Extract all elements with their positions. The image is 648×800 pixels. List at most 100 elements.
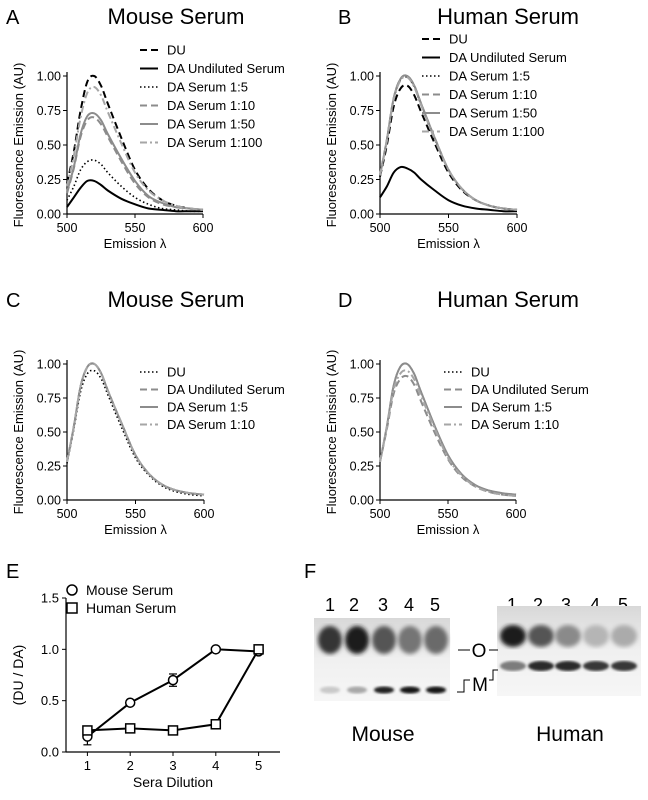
legend-label-du: DU — [167, 43, 186, 58]
gel-mouse-upper-band-1 — [318, 626, 342, 654]
panel-letter-e: E — [6, 561, 19, 583]
legend-marker-human-serum — [66, 602, 78, 614]
series-line-human-serum — [87, 648, 260, 732]
gel-mouse-lane-5: 5 — [430, 595, 440, 615]
gel-mouse-lower-band-5 — [426, 686, 446, 694]
y-tick-label: 0.50 — [350, 426, 374, 440]
x-tick-label: 5 — [255, 758, 262, 773]
x-tick-label: 1 — [84, 758, 91, 773]
series-line-du — [379, 84, 518, 211]
y-axis-title: Fluorescence Emission (AU) — [11, 350, 26, 515]
monomer-band-label: M — [472, 675, 488, 696]
series-line-da-serum-1-10 — [66, 362, 205, 496]
legend-label-da-serum-1-10: DA Serum 1:10 — [167, 417, 255, 432]
y-tick-label: 0.00 — [37, 494, 61, 508]
gel-human-upper-band-4 — [583, 625, 609, 647]
series-line-da-serum-1-10 — [379, 369, 517, 497]
data-point-human-serum — [167, 725, 179, 736]
y-tick-label: 0.50 — [37, 139, 61, 153]
legend-label-da-serum-1-10: DA Serum 1:10 — [449, 87, 537, 102]
panel-letter-c: C — [6, 290, 20, 312]
gel-mouse-upper-band-3 — [372, 626, 396, 654]
data-point-human-serum — [253, 644, 264, 655]
panel-letter-f: F — [304, 561, 316, 583]
legend-label-da-serum-1-50: DA Serum 1:50 — [167, 117, 255, 132]
y-tick-label: 1.00 — [37, 358, 61, 372]
gel-human-upper-band-5 — [611, 625, 637, 647]
gel-mouse-upper-band-2 — [345, 626, 369, 654]
data-point-human-serum — [124, 723, 136, 734]
x-tick-label: 600 — [193, 221, 214, 235]
y-tick-label: 0.00 — [37, 208, 61, 222]
x-tick-label: 600 — [507, 221, 528, 235]
gel-human-upper-band-2 — [528, 625, 554, 647]
gel-mouse-lane-4: 4 — [404, 595, 414, 615]
x-tick-label: 4 — [212, 758, 219, 773]
gel-human-caption: Human — [536, 723, 604, 746]
series-line-da-serum-1-50 — [66, 111, 204, 211]
gel-human-background — [497, 606, 641, 696]
x-tick-label: 500 — [57, 221, 78, 235]
y-tick-label: 0.75 — [350, 104, 374, 118]
gel-mouse-upper-band-4 — [398, 626, 422, 654]
data-point-human-serum — [210, 719, 222, 730]
y-tick-label: 0.25 — [37, 460, 61, 474]
y-axis-title: (DU / DA) — [10, 645, 26, 706]
gel-human-upper-band-3 — [555, 625, 581, 647]
data-point-human-serum — [82, 725, 93, 736]
legend-label-da-undiluted-serum: DA Undiluted Serum — [167, 61, 285, 76]
y-tick-label: 0.5 — [41, 693, 59, 708]
legend-label-da-serum-1-50: DA Serum 1:50 — [449, 106, 537, 121]
gel-mouse-lane-3: 3 — [378, 595, 388, 615]
legend-label-da-serum-1-5: DA Serum 1:5 — [449, 69, 530, 84]
x-tick-label: 550 — [438, 221, 459, 235]
chart-e: 0.0 0.5 1.0 1.5 1 2 3 4 5 Sera Dilution (DU / DA) M… — [10, 582, 280, 790]
legend-label-da-undiluted-serum: DA Undiluted Serum — [471, 382, 589, 397]
y-tick-label: 0.50 — [350, 139, 374, 153]
panel-title-b: Human Serum — [437, 4, 579, 29]
gel-human-lane-3: 3 — [561, 595, 571, 615]
legend-label-mouse-serum: Mouse Serum — [86, 582, 173, 598]
legend-label-da-undiluted-serum: DA Undiluted Serum — [167, 382, 285, 397]
x-axis-title: Emission λ — [417, 236, 480, 251]
monomer-marker-right — [489, 669, 498, 681]
legend-label-du: DU — [167, 365, 186, 380]
gel-human-lane-4: 4 — [590, 595, 600, 615]
legend-label-du: DU — [449, 32, 468, 47]
panel-title-d: Human Serum — [437, 287, 579, 312]
series-line-da-serum-1-100 — [66, 85, 204, 211]
y-tick-label: 0.50 — [37, 426, 61, 440]
legend-label-da-serum-1-10: DA Serum 1:10 — [167, 98, 255, 113]
y-axis-title: Fluorescence Emission (AU) — [324, 63, 339, 228]
gel-human-lower-band-4 — [583, 661, 609, 671]
y-tick-label: 1.00 — [350, 70, 374, 84]
gel-panel-f: 1 2 3 4 5 1 2 3 4 5 O M Mouse Human — [314, 595, 641, 746]
legend-label-da-serum-1-5: DA Serum 1:5 — [167, 400, 248, 415]
series-line-da-serum-1-5 — [379, 362, 517, 496]
panel-letter-a: A — [6, 7, 20, 29]
gel-human-upper-band-1 — [500, 625, 526, 647]
legend-label-da-serum-1-100: DA Serum 1:100 — [167, 135, 262, 150]
gel-mouse-lane-1: 1 — [325, 595, 335, 615]
x-tick-label: 600 — [194, 507, 215, 521]
x-tick-label: 3 — [169, 758, 176, 773]
gel-human-lower-band-2 — [528, 661, 554, 671]
series-line-da-undiluted-serum — [379, 165, 518, 213]
gel-human-lane-1: 1 — [507, 595, 517, 615]
series-line-da-undiluted-serum — [379, 374, 517, 497]
legend-label-human-serum: Human Serum — [86, 600, 176, 616]
gel-mouse-caption: Mouse — [351, 723, 414, 746]
series-line-da-undiluted-serum — [66, 179, 203, 213]
gel-mouse-upper-band-5 — [424, 626, 448, 654]
legend-label-da-serum-1-100: DA Serum 1:100 — [449, 124, 544, 139]
x-tick-label: 500 — [370, 507, 391, 521]
y-tick-label: 0.00 — [350, 494, 374, 508]
x-tick-label: 600 — [506, 507, 527, 521]
y-tick-label: 1.5 — [41, 591, 59, 606]
legend-label-da-undiluted-serum: DA Undiluted Serum — [449, 50, 567, 65]
y-axis-title: Fluorescence Emission (AU) — [11, 63, 26, 228]
x-tick-label: 550 — [125, 221, 146, 235]
x-axis-title: Sera Dilution — [133, 774, 213, 790]
x-axis-title: Emission λ — [104, 522, 167, 537]
